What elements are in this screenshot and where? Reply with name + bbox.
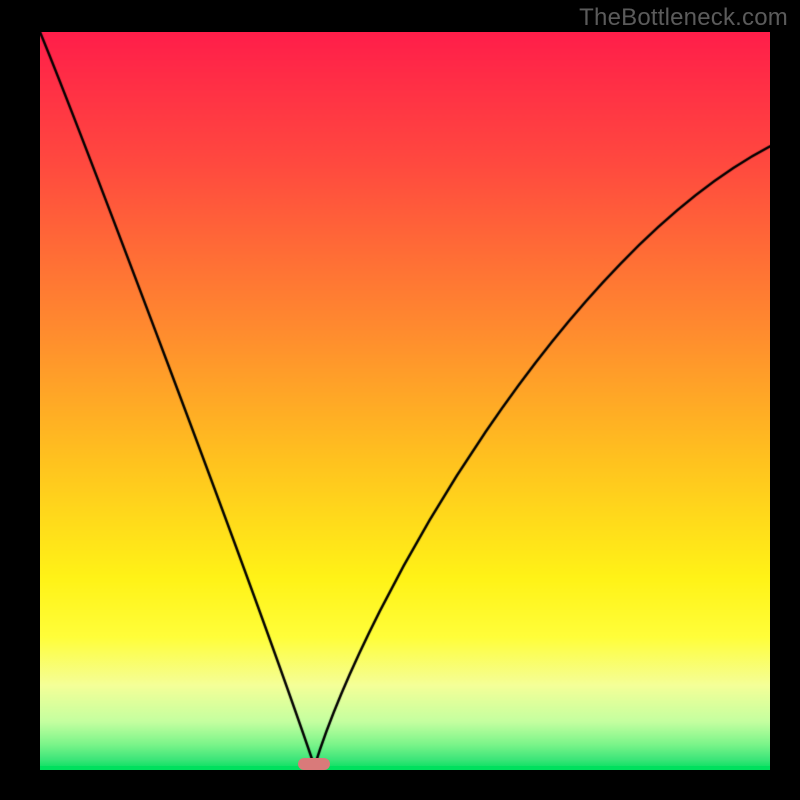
bottleneck-curve xyxy=(40,32,770,770)
watermark-link[interactable]: TheBottleneck.com xyxy=(579,4,788,32)
chart-frame xyxy=(40,32,770,770)
vertex-marker xyxy=(298,758,330,770)
